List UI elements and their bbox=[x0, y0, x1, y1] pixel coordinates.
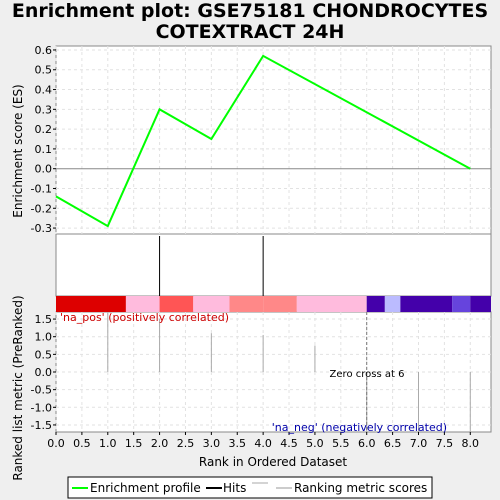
es-ytick-label-2: 0.4 bbox=[35, 84, 53, 97]
es-grid bbox=[55, 46, 491, 234]
legend-box bbox=[67, 476, 433, 499]
color-bar-segment-2 bbox=[159, 296, 194, 312]
es-ylabel: Enrichment score (ES) bbox=[11, 84, 25, 217]
es-ytick-label-1: 0.5 bbox=[35, 64, 53, 77]
xtick-label-13: 6.5 bbox=[384, 437, 402, 450]
hits-panel bbox=[55, 233, 492, 297]
pos-correlated-label: 'na_pos' (positively correlated) bbox=[60, 311, 229, 324]
metric-ytick-label-6: -1.5 bbox=[31, 419, 52, 432]
es-ytick-label-7: -0.1 bbox=[31, 182, 52, 195]
color-bar-segment-3 bbox=[193, 296, 230, 312]
xtick-label-1: 0.5 bbox=[73, 437, 91, 450]
ranking-metric-bars bbox=[107, 312, 471, 432]
es-ytick-label-6: 0.0 bbox=[35, 163, 53, 176]
es-ytick-label-0: 0.6 bbox=[35, 44, 53, 57]
xtick-label-16: 8.0 bbox=[462, 437, 480, 450]
xtick-label-2: 1.0 bbox=[99, 437, 117, 450]
x-axis: 0.0 0.5 1.0 1.5 2.0 2.5 3.0 3.5 4.0 4.5 5.0 5.5 6.0 6… bbox=[47, 432, 479, 450]
xtick-label-8: 4.0 bbox=[254, 437, 272, 450]
chart-title-line-1: Enrichment plot: GSE75181 CHONDROCYTES bbox=[11, 0, 489, 22]
xtick-label-9: 4.5 bbox=[280, 437, 298, 450]
es-ytick-label-4: 0.2 bbox=[35, 123, 53, 136]
xtick-label-10: 5.0 bbox=[306, 437, 324, 450]
xlabel: Rank in Ordered Dataset bbox=[199, 455, 347, 469]
color-bar-segment-8 bbox=[384, 296, 401, 312]
es-ytick-label-8: -0.2 bbox=[31, 202, 52, 215]
zero-cross-label: Zero cross at 6 bbox=[330, 369, 405, 380]
metric-ytick-label-3: 0.0 bbox=[35, 366, 53, 379]
es-ytick-label-5: 0.1 bbox=[35, 143, 53, 156]
neg-correlated-label: 'na_neg' (negatively correlated) bbox=[272, 421, 447, 434]
color-bar-segment-10 bbox=[452, 296, 471, 312]
color-bar-segment-0 bbox=[56, 296, 126, 312]
xtick-label-15: 7.5 bbox=[436, 437, 454, 450]
metric-ytick-label-5: -1.0 bbox=[31, 401, 52, 414]
es-ytick-label-3: 0.3 bbox=[35, 103, 53, 116]
es-ytick-label-9: -0.3 bbox=[31, 222, 52, 235]
color-bar-segment-9 bbox=[400, 296, 453, 312]
metric-y-axis: 1.5 1.0 0.5 0.0 -0.5 -1.0 -1.5 bbox=[31, 313, 56, 432]
chart-title-line-2: COTEXTRACT 24H bbox=[155, 21, 345, 43]
xtick-label-11: 5.5 bbox=[332, 437, 350, 450]
enrichment-profile bbox=[55, 54, 471, 228]
xtick-label-3: 1.5 bbox=[125, 437, 143, 450]
legend: Enrichment profile Hits Ranking metric s… bbox=[67, 476, 433, 499]
color-bar-segment-4 bbox=[229, 296, 264, 312]
color-bar-segment-7 bbox=[366, 296, 385, 312]
legend-label-metric: Ranking metric scores bbox=[294, 481, 427, 495]
metric-ytick-label-0: 1.5 bbox=[35, 313, 53, 326]
legend-label-enrichment: Enrichment profile bbox=[90, 481, 201, 495]
xtick-label-6: 3.0 bbox=[203, 437, 221, 450]
color-bar-segment-11 bbox=[470, 296, 491, 312]
metric-ytick-label-2: 0.5 bbox=[35, 348, 53, 361]
es-y-axis: 0.6 0.5 0.4 0.3 0.2 0.1 0.0 -0.1 -0.2 -0.3 bbox=[31, 44, 56, 235]
metric-ytick-label-4: -0.5 bbox=[31, 384, 52, 397]
xtick-label-4: 2.0 bbox=[151, 437, 169, 450]
metric-ytick-label-1: 1.0 bbox=[35, 331, 53, 344]
metric-ylabel: Ranked list metric (PreRanked) bbox=[11, 295, 25, 480]
xtick-label-5: 2.5 bbox=[177, 437, 195, 450]
enrichment-profile-line bbox=[55, 54, 471, 228]
color-bar-segment-6 bbox=[296, 296, 367, 312]
es-panel bbox=[55, 45, 492, 235]
color-bar-segment-1 bbox=[125, 296, 160, 312]
color-bar-segment-5 bbox=[263, 296, 297, 312]
xtick-label-14: 7.0 bbox=[410, 437, 428, 450]
hits bbox=[159, 236, 264, 296]
legend-label-hits: Hits bbox=[223, 481, 246, 495]
xtick-label-7: 3.5 bbox=[229, 437, 247, 450]
chart-title: Enrichment plot: GSE75181 CHONDROCYTES C… bbox=[0, 1, 500, 43]
color-bar bbox=[56, 296, 491, 312]
xtick-label-0: 0.0 bbox=[47, 437, 65, 450]
xtick-label-12: 6.0 bbox=[358, 437, 376, 450]
